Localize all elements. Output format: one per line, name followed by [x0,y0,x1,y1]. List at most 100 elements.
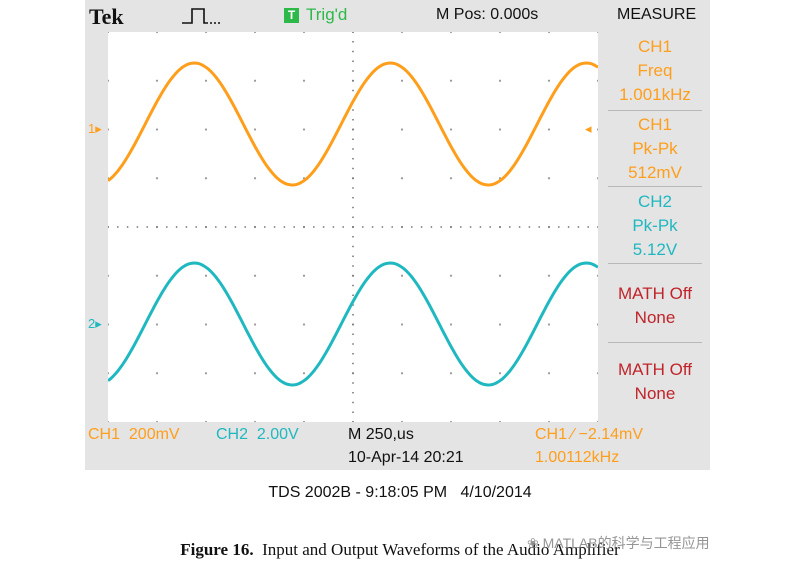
datetime: 10-Apr-14 20:21 [348,449,464,466]
grid-dot [108,32,110,34]
center-tick [352,177,354,180]
grid-dot [596,225,598,229]
center-tick [352,79,354,82]
grid-dot [400,177,404,180]
center-tick [352,206,354,209]
center-tick [234,226,237,228]
center-tick [352,421,354,422]
center-tick [254,226,256,228]
center-tick [538,226,541,228]
center-tick [352,294,354,297]
ch2-ground-marker: 2▸ [88,316,102,331]
center-tick [175,226,178,228]
grid-dot [155,420,159,422]
grid-dot [547,274,551,277]
grid-dot [302,128,306,131]
center-tick [352,167,354,170]
trigger-status: Trig'd [306,5,348,24]
measure-ch1-pkpk[interactable]: CH1 Pk-Pk 512mV [628,115,682,182]
bottom-readout: CH1 200mV CH2 2.00V M 250,us 10-Apr-14 2… [85,422,710,470]
grid-dot [400,128,404,131]
grid-dot [498,274,502,277]
ch2-waveform [108,261,598,387]
divider [608,342,702,343]
center-tick [352,235,354,238]
grid-dot [155,372,159,375]
center-tick [548,226,550,228]
center-tick [352,60,354,63]
center-tick [352,323,354,326]
center-tick [587,226,590,228]
center-tick [273,226,276,228]
center-tick [450,226,452,228]
center-tick [499,226,501,228]
grid-dot [547,420,551,422]
grid-dot [400,372,404,375]
measure-ch2-pkpk[interactable]: CH2 Pk-Pk 5.12V [632,192,678,259]
grid-dot [302,32,306,34]
grid-dot [596,128,598,131]
divider [608,110,702,111]
grid-dot [596,32,598,34]
center-tick [312,226,315,228]
grid-dot [449,32,453,34]
grid-dot [204,177,208,180]
grid-dot [498,323,502,326]
center-tick [518,226,521,228]
grid-dot [253,32,257,34]
grid-dot [155,274,159,277]
grid-dot [155,323,159,326]
trigger-info: CH1 ∕ −2.14mV [535,426,644,443]
center-tick [352,157,354,160]
center-tick [283,226,286,228]
measure-math-1[interactable]: MATH Off None [618,284,692,327]
measure-menu-title[interactable]: MEASURE [617,6,697,23]
measure-ch1-freq[interactable]: CH1 Freq 1.001kHz [619,37,691,104]
center-tick [352,333,354,336]
grid-dot [547,79,551,82]
ch1-ground-marker: 1▸ [88,121,102,136]
center-tick [352,362,354,365]
grid-dot [596,177,598,180]
device-caption: TDS 2002B - 9:18:05 PM 4/10/2014 [268,484,532,501]
center-tick [352,313,354,316]
center-tick [352,148,354,150]
center-tick [185,226,188,228]
grid-dot [498,128,502,131]
center-tick [165,226,168,228]
grid-dot [449,274,453,277]
grid-dot [596,323,598,326]
center-tick [126,226,129,228]
center-tick [146,226,149,228]
grid-dot [204,274,208,277]
center-tick [224,226,227,228]
measure-math-2[interactable]: MATH Off None [618,360,692,403]
center-tick [401,226,403,228]
trigger-frequency: 1.00112kHz [535,449,620,466]
center-tick [352,391,354,394]
figure-label: Figure 16. [180,540,254,559]
center-tick [352,245,354,248]
grid-dot [108,323,110,326]
center-tick [352,50,354,53]
center-tick [214,226,217,228]
center-tick [479,226,482,228]
brand-logo: Tek [89,4,124,29]
divider [608,186,702,187]
timebase: M 250,us [348,426,414,443]
ch2-scale: CH2 2.00V [216,426,299,443]
center-tick [244,226,247,228]
center-tick [352,128,354,131]
center-tick [352,40,354,43]
center-tick [156,226,158,228]
grid-dot [253,79,257,82]
m-pos-readout: M Pos: 0.000s [436,6,539,23]
grid-dot [302,274,306,277]
grid-dot [253,420,257,422]
center-tick [352,411,354,414]
grid-dot [204,323,208,326]
grid-dot [108,274,110,277]
center-tick [528,226,531,228]
center-tick [352,187,354,189]
center-tick [352,70,354,72]
